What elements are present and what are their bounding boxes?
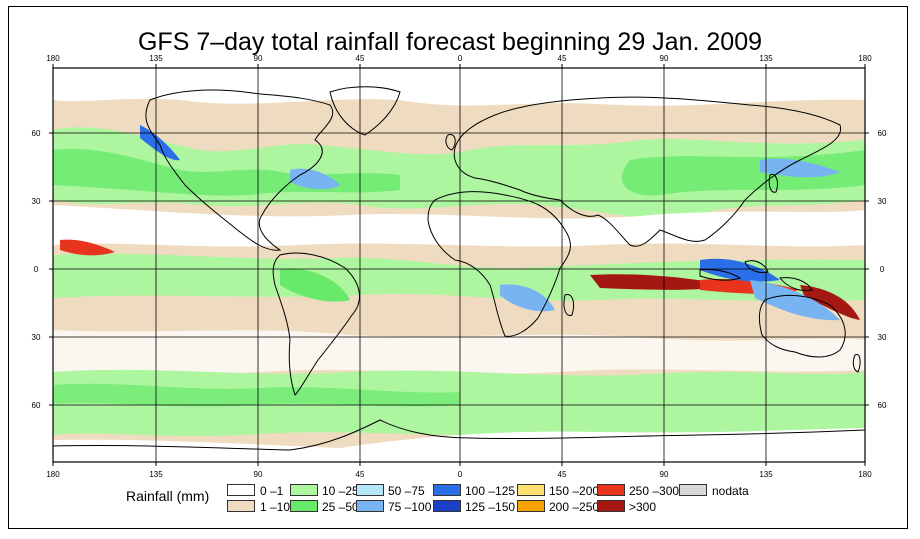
legend-swatch [517,484,545,496]
africa-outline [427,191,571,337]
legend-label: nodata [712,484,749,498]
lon-tick-top: 135 [149,54,163,63]
lat-tick-right: 0 [880,265,885,274]
lat-tick-left: 30 [32,197,41,206]
north-america-outline [145,89,334,251]
lat-tick-right: 60 [878,129,887,138]
legend-label: 75 –100 [388,500,432,514]
lat-tick-right: 30 [878,333,887,342]
legend-swatch [356,500,384,512]
lon-tick-top: 135 [759,54,773,63]
legend-label: 125 –150 [465,500,516,514]
lon-tick-bottom: 0 [458,470,463,479]
legend-swatch [433,500,461,512]
map-border [52,67,866,463]
figure-frame [8,6,908,529]
lon-tick-bottom: 90 [660,470,669,479]
greenland-outline [329,86,401,136]
legend-label: 150 –200 [549,484,600,498]
lon-tick-top: 0 [458,54,463,63]
antarctica-outline [53,419,865,451]
legend-label: 25 –50 [322,500,359,514]
rainfall-field [53,68,865,462]
legend-swatch [517,500,545,512]
lon-tick-bottom: 45 [558,470,567,479]
australia-outline [758,295,846,358]
legend-title: Rainfall (mm) [126,488,210,504]
map-title: GFS 7–day total rainfall forecast beginn… [137,28,762,56]
graticule [53,68,865,462]
lat-tick-right: 60 [878,401,887,410]
legend-label: >300 [629,500,657,514]
lon-tick-top: 90 [660,54,669,63]
legend-swatch [227,484,255,496]
legend-swatch [290,500,318,512]
legend-swatch [679,484,707,496]
lon-tick-top: 45 [356,54,365,63]
legend-swatch [290,484,318,496]
lon-tick-top: 45 [558,54,567,63]
legend-label: 100 –125 [465,484,516,498]
lon-tick-top: 180 [46,54,60,63]
lat-tick-left: 60 [32,129,41,138]
legend-swatch [597,500,625,512]
legend-swatch [356,484,384,496]
legend-swatch [433,484,461,496]
tick-marks [49,64,869,466]
lat-tick-left: 30 [32,333,41,342]
legend-label: 250 –300 [629,484,680,498]
eurasia-outline [453,96,842,247]
lon-tick-bottom: 180 [46,470,60,479]
lon-tick-bottom: 135 [149,470,163,479]
lon-tick-top: 90 [254,54,263,63]
lon-tick-bottom: 90 [254,470,263,479]
lat-tick-right: 30 [878,197,887,206]
south-america-outline [272,252,360,396]
lon-tick-bottom: 135 [759,470,773,479]
lat-tick-left: 0 [34,265,39,274]
lon-tick-bottom: 180 [858,470,872,479]
legend-label: 10 –25 [322,484,359,498]
coastlines [53,86,865,451]
legend-label: 50 –75 [388,484,425,498]
legend-label: 0 –1 [260,484,284,498]
lat-tick-left: 60 [32,401,41,410]
legend-label: 1 –10 [260,500,291,514]
lon-tick-bottom: 45 [356,470,365,479]
legend-label: 200 –250 [549,500,600,514]
legend-swatch [597,484,625,496]
legend-swatch [227,500,255,512]
lon-tick-top: 180 [858,54,872,63]
